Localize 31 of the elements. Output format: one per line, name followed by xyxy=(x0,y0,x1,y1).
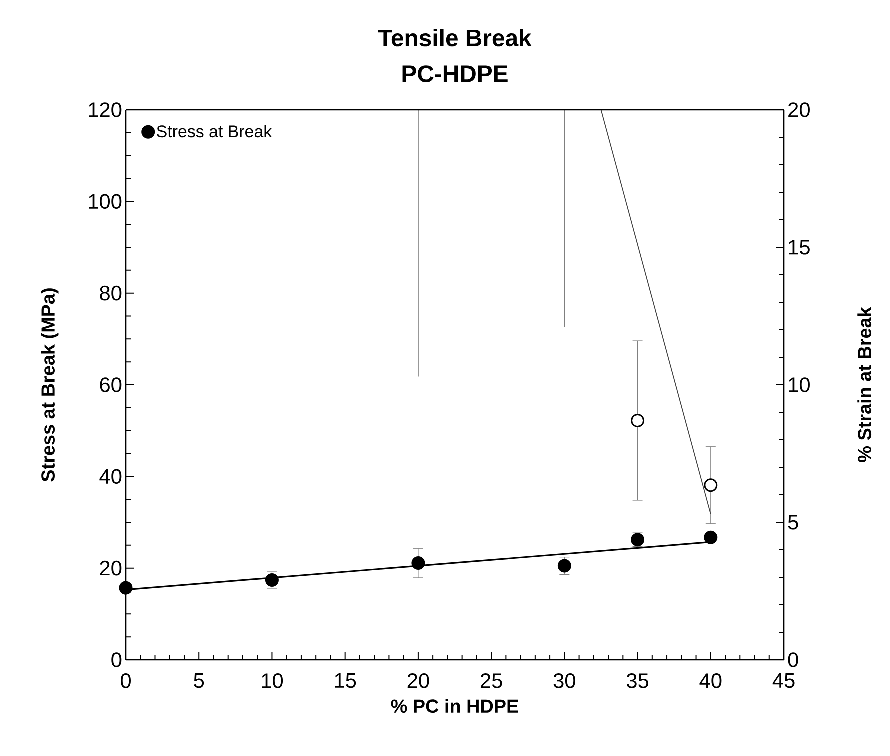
y2-axis-title: % Strain at Break xyxy=(858,307,872,462)
y-axis-title: Stress at Break (MPa) xyxy=(41,288,59,482)
x-tick-label: 20 xyxy=(408,674,430,688)
y2-tick-label: 15 xyxy=(789,240,810,255)
y2-tick-label: 5 xyxy=(788,515,798,530)
y-tick-label: 80 xyxy=(100,286,122,301)
x-tick-label: 40 xyxy=(700,674,722,688)
y2-tick-label: 10 xyxy=(789,378,810,392)
x-tick-label: 30 xyxy=(554,674,576,688)
point xyxy=(558,559,572,573)
chart-subtitle: PC-HDPE xyxy=(402,66,508,82)
y-tick-label: 40 xyxy=(100,469,122,484)
y-tick-label: 120 xyxy=(89,102,122,118)
x-axis-title: % PC in HDPE xyxy=(391,699,518,714)
point xyxy=(704,530,718,544)
x-tick-label: 10 xyxy=(262,674,284,688)
x-tick-label: 35 xyxy=(626,674,649,688)
x-tick-label: 45 xyxy=(772,674,795,688)
y-tick-label: 60 xyxy=(100,378,122,392)
x-tick-label: 15 xyxy=(335,674,356,688)
y2-tick-label: 0 xyxy=(788,652,798,668)
x-tick-label: 25 xyxy=(480,674,502,688)
chart-title: Tensile Break xyxy=(378,29,532,47)
y-tick-label: 20 xyxy=(100,560,122,576)
y-tick-label: 100 xyxy=(89,194,122,210)
legend-label: Stress at Break xyxy=(157,125,272,138)
x-tick-label: 5 xyxy=(194,674,204,688)
y-tick-label: 0 xyxy=(112,652,122,668)
point xyxy=(412,556,426,570)
y2-tick-label: 20 xyxy=(788,102,810,118)
point xyxy=(119,581,133,595)
